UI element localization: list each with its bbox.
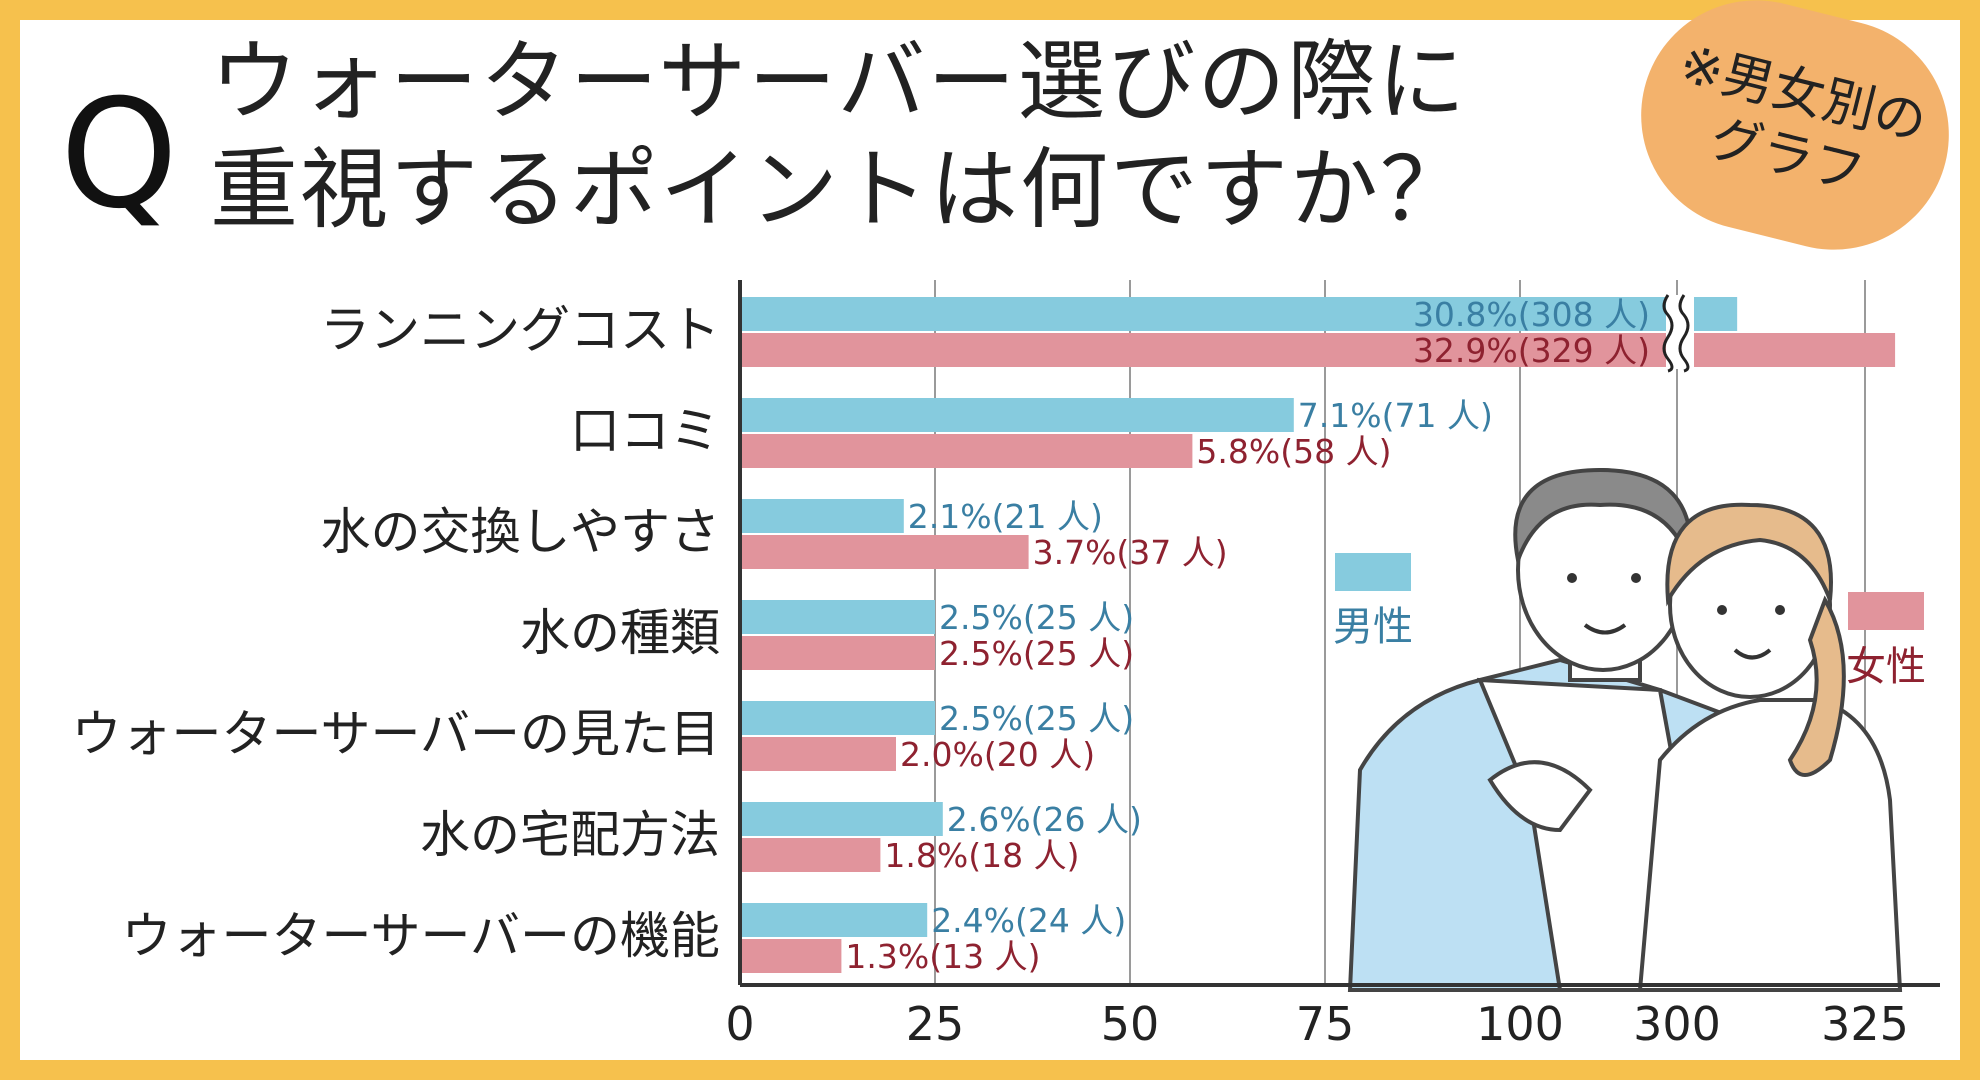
bar-male	[740, 398, 1294, 432]
bar-female	[740, 838, 881, 872]
bar-male	[740, 701, 935, 735]
question-mark-q: Q	[60, 68, 179, 242]
value-label-female: 3.7%(37 人)	[1033, 533, 1228, 572]
value-label-female: 5.8%(58 人)	[1196, 432, 1391, 471]
value-label-male: 2.1%(21 人)	[908, 497, 1103, 536]
bar-male	[740, 499, 904, 533]
value-labels-group: 30.8%(308 人)32.9%(329 人) 7.1%(71 人)5.8%(5…	[845, 295, 1650, 976]
bars-group	[740, 294, 1896, 973]
value-label-female: 1.8%(18 人)	[884, 836, 1079, 875]
x-tick-label: 325	[1821, 997, 1909, 1051]
chart-title: ウォーターサーバー選びの際に 重視するポイントは何ですか？	[210, 28, 1610, 244]
title-line-2: 重視するポイントは何ですか？	[210, 138, 1471, 241]
value-label-male: 30.8%(308 人)	[1413, 295, 1650, 334]
bar-female	[740, 434, 1193, 468]
legend-swatch-male	[1335, 553, 1411, 591]
bar-female	[740, 737, 896, 771]
value-label-female: 2.5%(25 人)	[939, 634, 1134, 673]
x-tick-label: 50	[1101, 997, 1160, 1051]
bar-female	[740, 939, 842, 973]
legend-swatch-female	[1848, 592, 1924, 630]
category-label: 水の宅配方法	[420, 806, 720, 864]
value-label-female: 32.9%(329 人)	[1413, 331, 1650, 370]
category-label: 水の種類	[520, 604, 720, 662]
bar-female	[740, 636, 935, 670]
category-label: 水の交換しやすさ	[321, 503, 721, 561]
bar-male	[740, 297, 1738, 331]
axis-break-mark-left	[1662, 294, 1674, 373]
value-label-male: 2.5%(25 人)	[939, 699, 1134, 738]
category-labels-group: ランニングコスト口コミ水の交換しやすさ水の種類ウォーターサーバーの見た目水の宅配…	[72, 301, 721, 965]
value-label-female: 2.0%(20 人)	[900, 735, 1095, 774]
value-label-male: 7.1%(71 人)	[1298, 396, 1493, 435]
category-label: 口コミ	[570, 402, 720, 460]
bar-female	[740, 333, 1896, 367]
category-label: ウォーターサーバーの機能	[122, 907, 721, 965]
x-tick-label: 100	[1476, 997, 1564, 1051]
bar-male	[740, 600, 935, 634]
category-label: ランニングコスト	[320, 301, 720, 359]
x-tick-labels-group: 0 25 50 75 100 300 325	[725, 997, 1909, 1051]
title-line-1: ウォーターサーバー選びの際に	[210, 30, 1468, 133]
value-label-male: 2.6%(26 人)	[947, 800, 1142, 839]
value-label-female: 1.3%(13 人)	[845, 937, 1040, 976]
bar-female	[740, 535, 1029, 569]
bar-male	[740, 802, 943, 836]
x-tick-label: 75	[1296, 997, 1355, 1051]
value-label-male: 2.4%(24 人)	[931, 901, 1126, 940]
legend: 男性 女性	[1333, 553, 1926, 690]
axis-break-mark-right	[1678, 294, 1690, 373]
people-illustration-icon	[1347, 467, 1903, 992]
value-label-male: 2.5%(25 人)	[939, 598, 1134, 637]
legend-label-female: 女性	[1846, 644, 1926, 690]
x-tick-label: 25	[906, 997, 965, 1051]
x-tick-label: 0	[725, 997, 754, 1051]
x-tick-label: 300	[1633, 997, 1721, 1051]
legend-label-male: 男性	[1333, 604, 1413, 650]
category-label: ウォーターサーバーの見た目	[72, 705, 721, 763]
bar-male	[740, 903, 928, 937]
